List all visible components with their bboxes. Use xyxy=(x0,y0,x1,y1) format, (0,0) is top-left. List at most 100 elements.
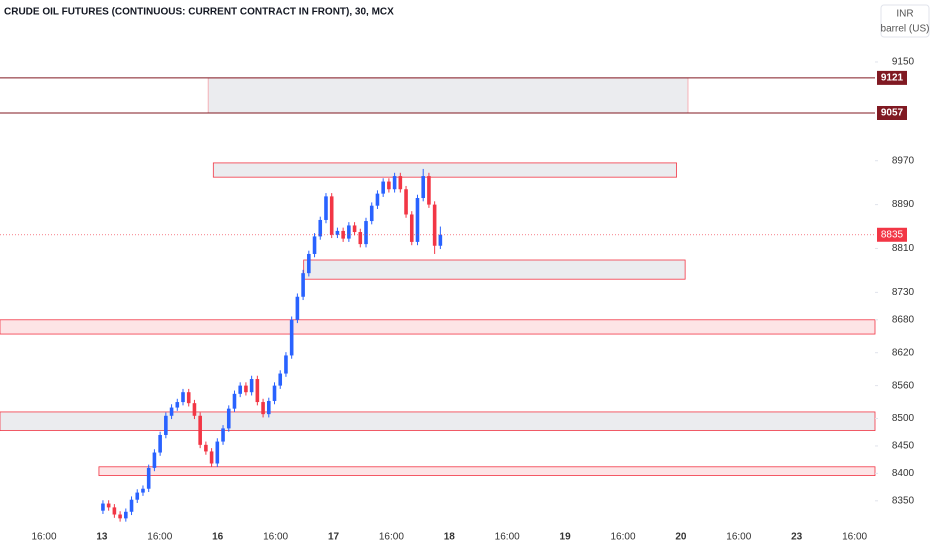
x-tick-label: 16:00 xyxy=(147,532,172,543)
y-tick-label: 9150 xyxy=(892,57,915,68)
x-tick-label: 23 xyxy=(791,532,803,543)
y-tick-label: 8450 xyxy=(892,441,915,452)
candle-body xyxy=(215,441,220,464)
candle-body xyxy=(238,385,242,394)
candle-body xyxy=(375,193,380,206)
candle-body xyxy=(169,407,174,416)
zone xyxy=(212,162,677,178)
candle-body xyxy=(152,452,157,468)
candle-body xyxy=(301,273,305,297)
zone xyxy=(98,466,876,476)
candle-body xyxy=(427,176,431,205)
y-tick-label: 8970 xyxy=(892,155,915,166)
candle-body xyxy=(335,230,340,235)
candle-body xyxy=(141,488,145,493)
x-tick-label: 16:00 xyxy=(495,532,520,543)
candle-body xyxy=(421,176,426,199)
candle-body xyxy=(232,393,237,409)
price-tag xyxy=(877,105,907,120)
candle-body xyxy=(324,196,328,220)
candle-body xyxy=(329,196,334,235)
x-tick-label: 18 xyxy=(444,532,456,543)
candle-body xyxy=(295,296,300,320)
candle-body xyxy=(266,400,271,415)
x-tick-label: 19 xyxy=(560,532,572,543)
candle-body xyxy=(181,392,185,403)
price-tag-label: 9121 xyxy=(881,73,904,84)
candle-body xyxy=(146,467,151,489)
candles xyxy=(101,168,443,522)
candle-body xyxy=(164,415,168,435)
candle-body xyxy=(318,219,323,237)
candle-body xyxy=(209,451,214,464)
x-tick-label: 16:00 xyxy=(726,532,751,543)
candle-body xyxy=(198,415,202,445)
candle-body xyxy=(392,176,397,190)
x-tick-label: 16:00 xyxy=(263,532,288,543)
candle-body xyxy=(221,428,225,442)
candle-body xyxy=(118,514,122,519)
currency-label[interactable]: INR xyxy=(896,9,913,20)
candle-body xyxy=(387,181,391,190)
last-price-label: 8835 xyxy=(881,229,904,240)
candle-body xyxy=(186,392,191,404)
y-tick-label: 8730 xyxy=(892,287,915,298)
candle-body xyxy=(204,444,208,452)
zone xyxy=(0,411,876,431)
candle-body xyxy=(101,503,105,511)
candle-body xyxy=(438,234,443,246)
candle-body xyxy=(352,225,357,233)
candle-body xyxy=(381,181,385,194)
candle-body xyxy=(358,232,363,245)
unit-label[interactable]: barrel (US) xyxy=(881,24,930,35)
candle-body xyxy=(398,176,403,190)
candle-body xyxy=(409,214,414,242)
candle-body xyxy=(135,492,140,500)
candle-body xyxy=(129,499,134,512)
y-tick-label: 8350 xyxy=(892,495,915,506)
y-tick-label: 8890 xyxy=(892,199,915,210)
candle-body xyxy=(272,385,277,401)
candle-body xyxy=(284,355,288,374)
zones xyxy=(0,77,876,476)
x-tick-label: 16:00 xyxy=(842,532,867,543)
candle-body xyxy=(289,319,294,356)
x-tick-label: 16:00 xyxy=(31,532,56,543)
zone xyxy=(0,319,876,335)
candle-body xyxy=(106,503,111,508)
candle-body xyxy=(175,402,180,408)
candle-body xyxy=(249,379,254,393)
candle-body xyxy=(124,511,128,519)
unit-box[interactable] xyxy=(880,4,930,38)
x-tick-label: 13 xyxy=(96,532,108,543)
overlay: 8350 8400 8450 8500 8560 8620 8680 8730 8810 8890… xyxy=(0,57,915,543)
candle-body xyxy=(369,205,374,222)
candle-body xyxy=(261,402,265,415)
price-tag xyxy=(877,70,907,85)
chart-title: CRUDE OIL FUTURES (CONTINUOUS: CURRENT C… xyxy=(4,7,394,18)
x-tick-label: 16:00 xyxy=(379,532,404,543)
x-tick-label: 17 xyxy=(328,532,340,543)
last-price-tag xyxy=(877,227,907,242)
candle-body xyxy=(312,236,317,254)
x-tick-label: 16 xyxy=(212,532,224,543)
x-tick-label: 16:00 xyxy=(610,532,635,543)
y-tick-label: 8500 xyxy=(892,413,915,424)
zone xyxy=(303,259,686,280)
candle-body xyxy=(404,189,408,215)
y-tick-label: 8680 xyxy=(892,314,915,325)
x-tick-label: 20 xyxy=(675,532,687,543)
price-tag-label: 9057 xyxy=(881,108,904,119)
candle-body xyxy=(307,253,311,274)
candle-body xyxy=(364,221,368,245)
candle-body xyxy=(415,198,420,242)
candle-body xyxy=(112,507,117,515)
y-tick-label: 8400 xyxy=(892,468,915,479)
y-tick-label: 8810 xyxy=(892,243,915,254)
candle-body xyxy=(278,373,283,386)
candle-body xyxy=(226,408,231,429)
candle-body xyxy=(255,379,260,403)
candle-body xyxy=(158,434,162,453)
candle-body xyxy=(432,204,437,246)
